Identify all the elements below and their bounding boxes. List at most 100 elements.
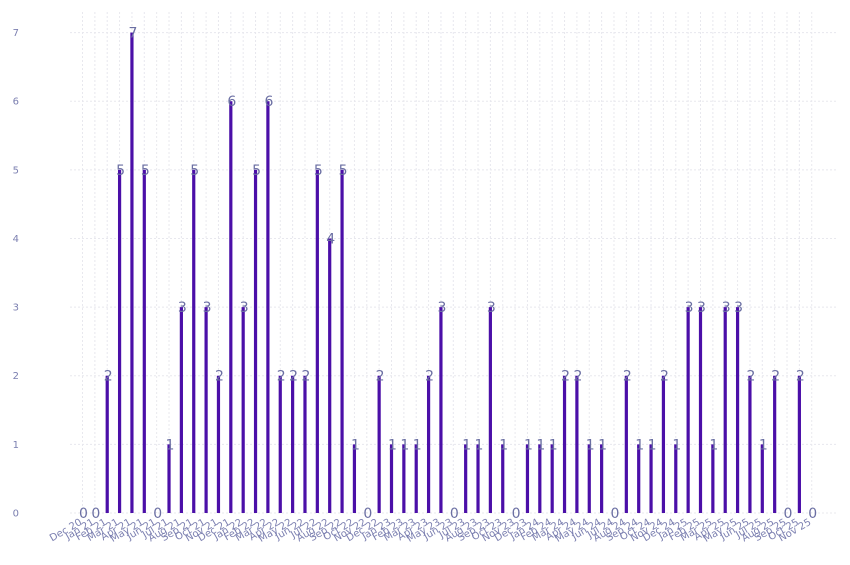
bar	[303, 375, 307, 513]
data-label: 3	[178, 300, 187, 316]
bar	[637, 444, 641, 513]
bar	[698, 307, 703, 513]
bar	[291, 375, 295, 513]
data-label: 2	[623, 369, 632, 385]
bar	[476, 444, 480, 513]
y-tick-label: 5	[13, 165, 19, 176]
data-label: 1	[709, 437, 718, 453]
bar	[266, 101, 270, 513]
bar	[253, 169, 258, 514]
data-label: 5	[141, 163, 150, 179]
data-label: 1	[648, 437, 657, 453]
bar	[426, 375, 431, 513]
data-label: 3	[437, 300, 446, 316]
data-label: 6	[264, 94, 273, 110]
y-tick-label: 6	[13, 97, 19, 108]
data-label: 0	[79, 506, 88, 522]
data-label: 3	[734, 300, 743, 316]
data-label: 1	[536, 437, 545, 453]
bar	[229, 101, 233, 513]
bar	[723, 307, 727, 513]
bar	[711, 444, 715, 513]
data-label: 0	[153, 506, 162, 522]
bar	[562, 375, 567, 513]
bar	[550, 444, 554, 513]
bar	[439, 307, 443, 513]
bar	[167, 444, 171, 513]
bar	[352, 444, 357, 513]
data-label: 2	[771, 369, 780, 385]
bar	[117, 169, 122, 514]
bar	[328, 238, 332, 514]
bar	[735, 307, 740, 513]
data-label: 0	[450, 506, 459, 522]
bar	[389, 444, 394, 513]
bar	[377, 375, 381, 513]
bar	[192, 169, 196, 514]
data-label: 2	[277, 369, 286, 385]
data-label: 1	[400, 437, 409, 453]
data-label: 0	[363, 506, 372, 522]
bar	[674, 444, 678, 513]
bar	[130, 32, 134, 513]
data-label: 2	[746, 369, 755, 385]
data-label: 0	[91, 506, 100, 522]
bar	[773, 375, 777, 513]
data-label: 1	[475, 437, 484, 453]
data-label: 1	[672, 437, 681, 453]
data-label: 5	[190, 163, 199, 179]
data-label: 3	[697, 300, 706, 316]
grid-layer	[70, 12, 836, 514]
data-label: 2	[796, 369, 805, 385]
data-label: 5	[339, 163, 348, 179]
bar	[538, 444, 542, 513]
data-label: 0	[808, 506, 817, 522]
data-label: 6	[227, 94, 236, 110]
bar	[575, 375, 579, 513]
data-label: 5	[252, 163, 261, 179]
data-label: 1	[635, 437, 644, 453]
data-label: 3	[685, 300, 694, 316]
data-label: 2	[215, 369, 224, 385]
data-label: 2	[573, 369, 582, 385]
bar	[204, 307, 208, 513]
bar	[402, 444, 406, 513]
data-label: 1	[598, 437, 607, 453]
data-label: 7	[128, 26, 137, 42]
data-label: 3	[487, 300, 496, 316]
y-tick-label: 2	[13, 371, 19, 382]
bar	[278, 375, 282, 513]
bar	[464, 444, 468, 513]
bars-layer	[105, 32, 801, 514]
data-label: 3	[203, 300, 212, 316]
data-label: 0	[784, 506, 793, 522]
data-label: 0	[512, 506, 521, 522]
data-label: 2	[302, 369, 311, 385]
y-tick-label: 4	[13, 234, 19, 245]
data-label: 1	[351, 437, 360, 453]
bar	[661, 375, 666, 513]
bar	[216, 375, 221, 513]
data-label: 2	[376, 369, 385, 385]
bar	[340, 169, 344, 514]
data-label: 4	[326, 231, 335, 247]
data-label: 1	[499, 437, 508, 453]
data-label: 1	[388, 437, 397, 453]
bar	[105, 375, 109, 513]
data-label: 1	[413, 437, 422, 453]
bar	[315, 169, 319, 514]
bar	[649, 444, 653, 513]
data-label: 2	[425, 369, 434, 385]
data-label: 5	[314, 163, 323, 179]
y-axis: 0 1 2 3 4 5 6 7	[13, 28, 19, 519]
data-label: 2	[561, 369, 570, 385]
bar	[488, 307, 492, 513]
y-tick-label: 7	[13, 28, 19, 39]
data-label: 1	[586, 437, 595, 453]
data-label: 1	[549, 437, 558, 453]
bar	[501, 444, 505, 513]
bar	[600, 444, 604, 513]
